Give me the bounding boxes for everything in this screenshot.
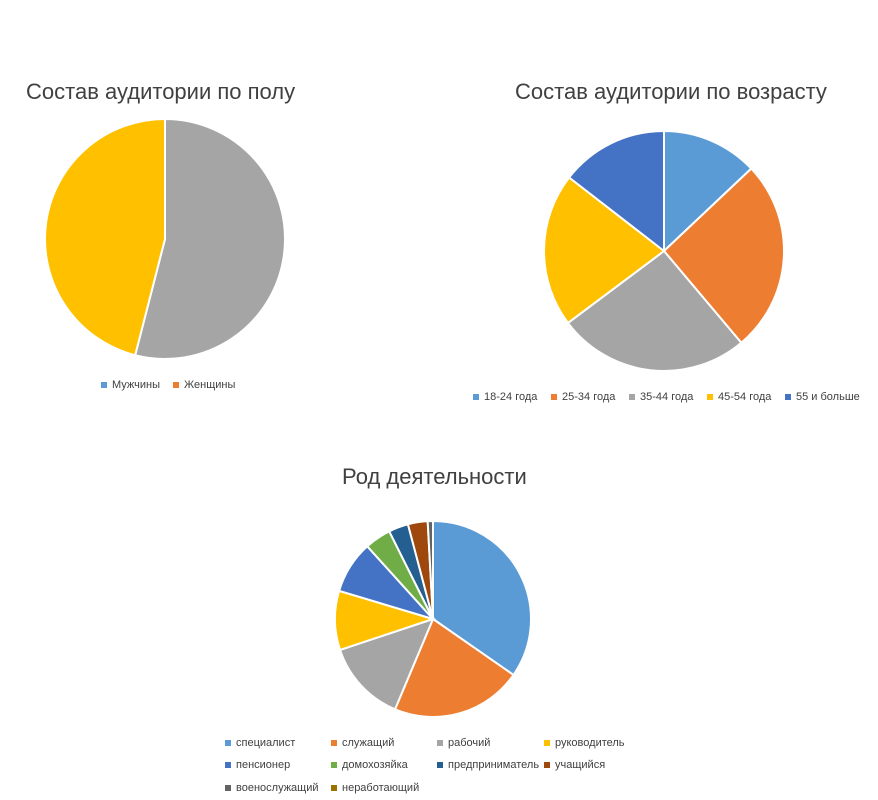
legend-swatch bbox=[437, 762, 443, 768]
legend-swatch bbox=[473, 394, 479, 400]
legend-label: 45-54 года bbox=[718, 391, 772, 403]
pie-slice-специалист bbox=[432, 519, 532, 677]
legend-item: пенсионер bbox=[225, 759, 290, 771]
legend-item: предприниматель bbox=[437, 759, 539, 771]
legend-label: 25-34 года bbox=[562, 391, 616, 403]
legend-item: 35-44 года bbox=[629, 391, 693, 403]
pie-slice-рабочий bbox=[338, 617, 435, 711]
legend-swatch bbox=[544, 762, 550, 768]
legend-swatch bbox=[173, 382, 179, 388]
pie-slice-45-54-года bbox=[543, 176, 666, 325]
legend-item: руководитель bbox=[544, 737, 625, 749]
legend-item: учащийся bbox=[544, 759, 605, 771]
legend-item: 55 и больше bbox=[785, 391, 860, 403]
legend-item: служащий bbox=[331, 737, 394, 749]
legend-label: пенсионер bbox=[236, 759, 291, 771]
chart-title: Род деятельности bbox=[342, 464, 527, 489]
legend-label: учащийся bbox=[555, 759, 606, 771]
chart-title: Состав аудитории по возрасту bbox=[515, 79, 827, 104]
pie-slice-55-и-больше bbox=[567, 129, 665, 254]
legend-label: Женщины bbox=[184, 379, 236, 391]
legend-label: Мужчины bbox=[112, 379, 161, 391]
legend-swatch bbox=[331, 740, 337, 746]
legend-item: специалист bbox=[225, 737, 295, 749]
legend-label: неработающий bbox=[342, 782, 420, 794]
legend-item: неработающий bbox=[331, 782, 419, 794]
legend-swatch bbox=[331, 762, 337, 768]
legend-swatch bbox=[785, 394, 791, 400]
legend-label: рабочий bbox=[448, 737, 491, 749]
legend-item: рабочий bbox=[437, 737, 490, 749]
pie-slice-35-44-года bbox=[566, 249, 743, 372]
legend-item: 18-24 года bbox=[473, 391, 537, 403]
legend-item-female: Женщины bbox=[173, 379, 235, 391]
legend-swatch bbox=[707, 394, 713, 400]
legend-swatch bbox=[225, 785, 231, 791]
legend-item: военослужащий bbox=[225, 782, 319, 794]
legend-label: специалист bbox=[236, 737, 296, 749]
pie-slice-служащий bbox=[393, 617, 515, 718]
legend-swatch bbox=[544, 740, 550, 746]
legend-item-male: Мужчины bbox=[101, 379, 160, 391]
legend-label: предприниматель bbox=[448, 759, 540, 771]
pie-slice-женщины bbox=[44, 117, 166, 357]
legend-swatch bbox=[225, 740, 231, 746]
legend-label: военослужащий bbox=[236, 782, 319, 794]
legend-swatch bbox=[437, 740, 443, 746]
legend-item: 45-54 года bbox=[707, 391, 771, 403]
legend-label: 55 и больше bbox=[796, 391, 860, 403]
legend-swatch bbox=[101, 382, 107, 388]
legend-swatch bbox=[225, 762, 231, 768]
pie-slice-25-34-года bbox=[662, 167, 785, 345]
legend-swatch bbox=[629, 394, 635, 400]
legend-label: домохозяйка bbox=[342, 759, 408, 771]
legend-label: 35-44 года bbox=[640, 391, 694, 403]
pie-slice-мужчины bbox=[133, 117, 286, 360]
legend-item: домохозяйка bbox=[331, 759, 408, 771]
legend-label: руководитель bbox=[555, 737, 625, 749]
chart-title: Состав аудитории по полу bbox=[26, 79, 296, 104]
legend-swatch bbox=[551, 394, 557, 400]
legend-item: 25-34 года bbox=[551, 391, 615, 403]
legend-swatch bbox=[331, 785, 337, 791]
legend-label: 18-24 года bbox=[484, 391, 538, 403]
legend-label: служащий bbox=[342, 737, 395, 749]
pie-slice-18-24-года bbox=[663, 129, 753, 254]
